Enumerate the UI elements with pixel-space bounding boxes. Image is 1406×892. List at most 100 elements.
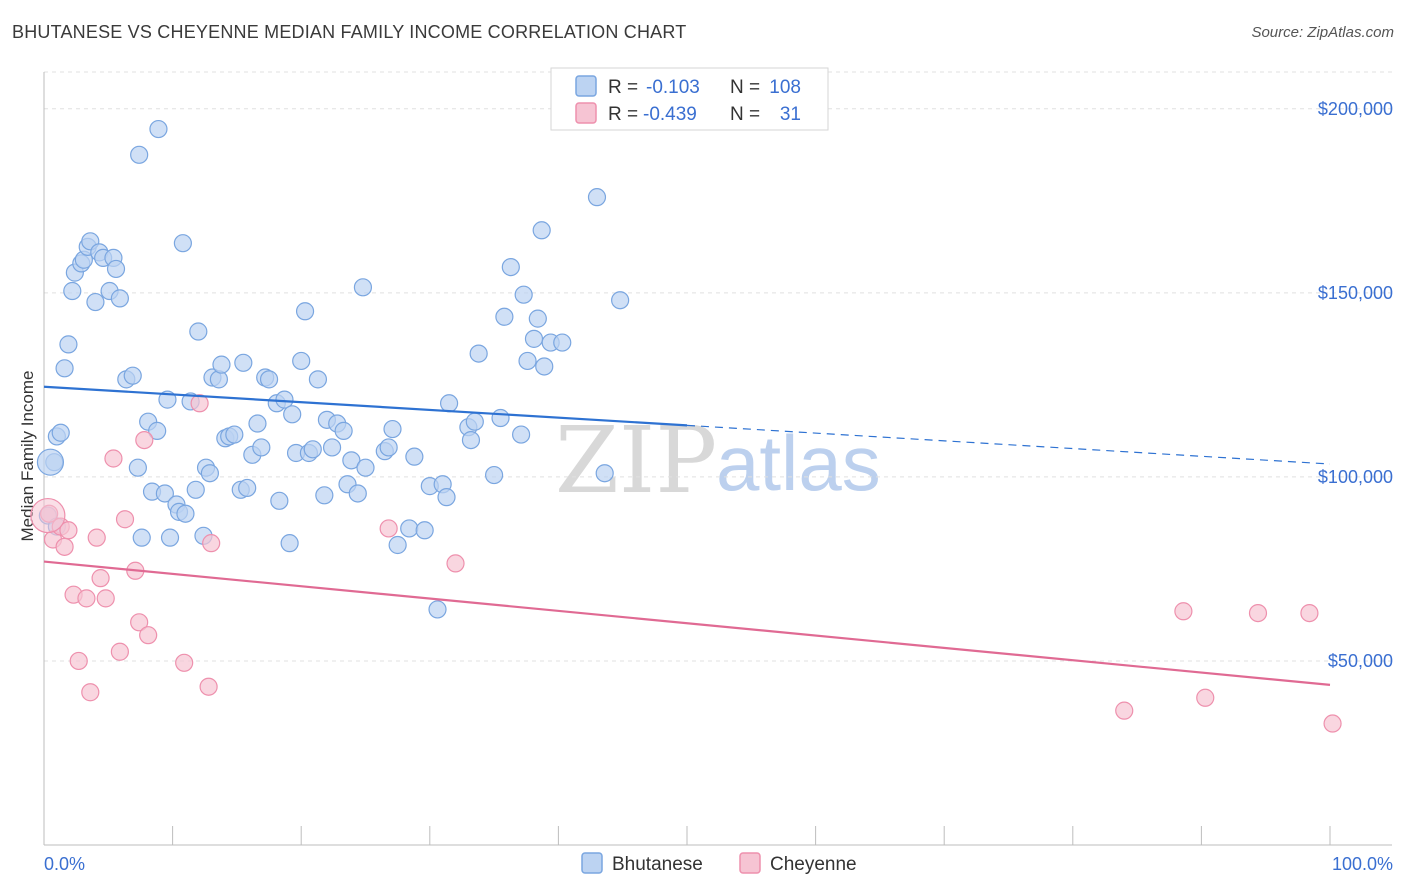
cheyenne-point <box>55 537 74 556</box>
cheyenne-point <box>1196 688 1215 707</box>
bhutanese-point-large <box>36 448 65 476</box>
x-tick-label-max: 100.0% <box>1332 854 1393 874</box>
bhutanese-point <box>348 484 367 503</box>
legend-n-value-1: 108 <box>769 77 801 98</box>
cheyenne-point <box>1248 603 1268 623</box>
bhutanese-point <box>322 438 342 457</box>
legend-n-label-1: N = <box>730 77 760 98</box>
series-cheyenne <box>30 394 1342 733</box>
cheyenne-trend-line <box>43 560 1331 686</box>
bhutanese-trend-extension <box>686 424 1331 465</box>
bhutanese-point <box>123 366 142 385</box>
bhutanese-point <box>132 528 151 547</box>
bhutanese-point <box>491 408 510 428</box>
bhutanese-point <box>342 451 361 470</box>
bhutanese-point <box>528 309 547 328</box>
bhutanese-point <box>308 370 328 389</box>
cheyenne-point <box>104 449 123 468</box>
cheyenne-point <box>1115 701 1134 720</box>
series-legend: Bhutanese Cheyenne <box>581 852 857 875</box>
bottom-legend-label-cheyenne: Cheyenne <box>770 854 857 875</box>
bhutanese-point <box>149 119 168 139</box>
bhutanese-point <box>280 534 299 553</box>
x-ticks <box>172 826 1331 845</box>
bhutanese-point <box>611 291 630 310</box>
bhutanese-point <box>595 464 614 483</box>
bhutanese-point <box>209 370 228 389</box>
bhutanese-point <box>189 322 208 341</box>
bhutanese-point <box>234 353 253 372</box>
bhutanese-point <box>495 307 514 326</box>
bhutanese-point <box>415 521 434 540</box>
bhutanese-point <box>186 480 205 499</box>
y-tick-labels: $50,000 $100,000 $150,000 $200,000 <box>1318 99 1393 671</box>
bhutanese-point <box>405 447 424 466</box>
cheyenne-point <box>91 569 110 588</box>
legend-swatch-bhutanese <box>575 75 597 97</box>
bhutanese-point <box>51 423 70 442</box>
cheyenne-point <box>59 521 78 540</box>
cheyenne-point <box>110 642 129 661</box>
cheyenne-point <box>1323 714 1342 733</box>
bhutanese-point <box>461 430 481 450</box>
bhutanese-point <box>501 257 520 277</box>
cheyenne-point <box>130 613 149 632</box>
bhutanese-point <box>379 438 398 457</box>
bhutanese-point <box>130 145 149 164</box>
bhutanese-point <box>553 333 572 352</box>
watermark-atlas: atlas <box>716 419 881 507</box>
bottom-legend-swatch-cheyenne <box>739 852 761 874</box>
bhutanese-point <box>270 491 289 510</box>
legend-r-value-1: -0.103 <box>646 77 700 98</box>
bottom-legend-label-bhutanese: Bhutanese <box>612 854 703 875</box>
bhutanese-point <box>212 355 231 374</box>
stats-legend: R = -0.103 N = 108 R = -0.439 N = 31 <box>550 67 829 131</box>
bhutanese-point <box>437 488 456 507</box>
cheyenne-point <box>115 510 135 529</box>
bhutanese-point <box>148 421 167 440</box>
bhutanese-point <box>259 370 279 389</box>
bhutanese-point <box>283 405 302 424</box>
bhutanese-point <box>383 419 402 439</box>
bhutanese-point <box>400 519 419 538</box>
bottom-legend-swatch-bhutanese <box>581 852 603 874</box>
cheyenne-point <box>135 430 154 450</box>
bhutanese-point <box>238 478 257 498</box>
chart-source: Source: ZipAtlas.com <box>1251 24 1394 41</box>
bhutanese-trend-line <box>43 385 688 427</box>
cheyenne-point-large <box>30 497 66 534</box>
bhutanese-point <box>252 438 271 457</box>
bhutanese-point <box>518 351 537 371</box>
legend-n-value-2: 31 <box>780 104 801 125</box>
bhutanese-point <box>176 504 195 523</box>
bhutanese-point <box>353 278 373 297</box>
bhutanese-point <box>512 425 531 444</box>
x-tick-label-min: 0.0% <box>44 854 85 874</box>
y-axis-label: Median Family Income <box>18 370 37 541</box>
cheyenne-point <box>1174 602 1193 621</box>
series-bhutanese <box>36 119 630 619</box>
bhutanese-point <box>356 458 375 477</box>
legend-swatch-cheyenne <box>575 102 597 124</box>
cheyenne-point <box>96 589 115 608</box>
bhutanese-point <box>303 440 322 459</box>
cheyenne-point <box>87 528 106 547</box>
legend-r-value-2: -0.439 <box>643 104 697 125</box>
y-tick-label: $200,000 <box>1318 99 1393 119</box>
cheyenne-point <box>81 683 100 702</box>
bhutanese-point <box>388 535 407 555</box>
stats-legend-box <box>550 67 829 131</box>
bhutanese-point <box>295 302 315 321</box>
bhutanese-point <box>55 359 74 378</box>
bhutanese-point <box>334 421 353 440</box>
cheyenne-point <box>190 394 209 413</box>
bhutanese-point <box>524 329 544 348</box>
bhutanese-point <box>110 289 129 308</box>
bhutanese-point <box>86 292 105 312</box>
bhutanese-point <box>63 281 82 301</box>
cheyenne-point <box>69 651 88 671</box>
bhutanese-point <box>173 234 192 253</box>
bhutanese-point <box>514 285 533 304</box>
chart-title: BHUTANESE VS CHEYENNE MEDIAN FAMILY INCO… <box>12 22 687 42</box>
